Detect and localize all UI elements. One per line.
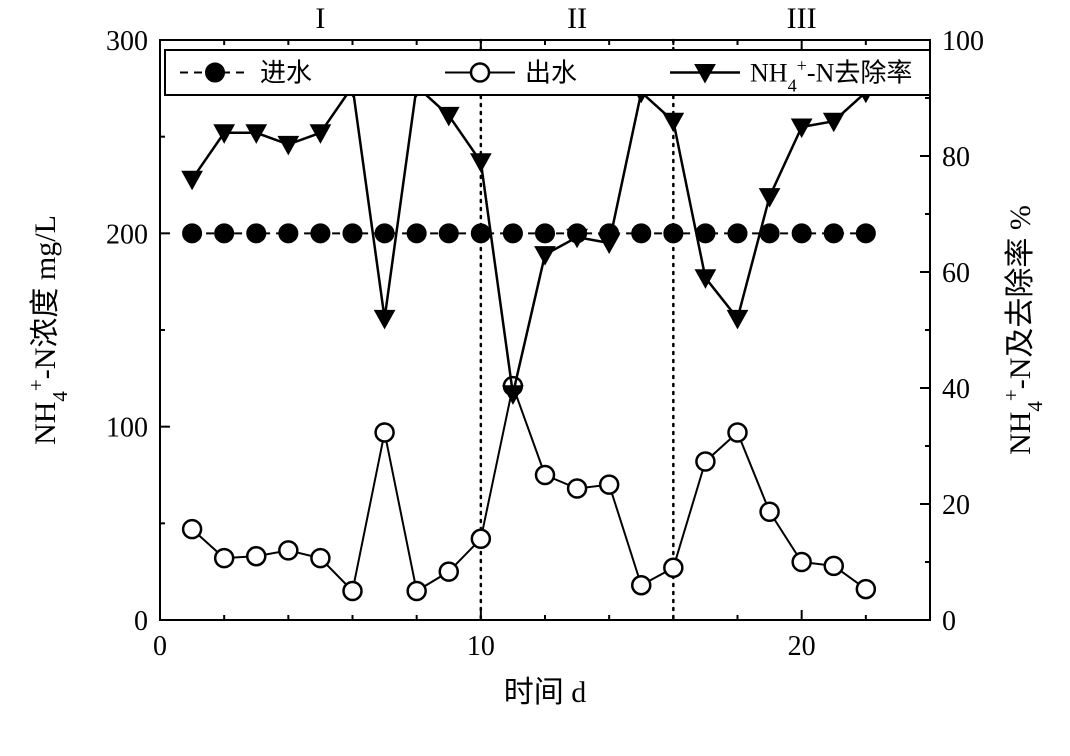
svg-text:II: II [567, 2, 587, 35]
svg-text:10: 10 [467, 631, 495, 662]
nh4-removal-chart: 01020时间 d0100200300NH4+-N浓度 mg/L02040608… [0, 0, 1070, 756]
svg-text:60: 60 [942, 258, 970, 289]
svg-text:100: 100 [942, 26, 984, 57]
svg-text:80: 80 [942, 142, 970, 173]
svg-text:40: 40 [942, 374, 970, 405]
svg-text:20: 20 [788, 631, 816, 662]
svg-text:0: 0 [942, 606, 956, 637]
svg-text:I: I [315, 2, 325, 35]
svg-text:0: 0 [153, 631, 167, 662]
chart-container: 01020时间 d0100200300NH4+-N浓度 mg/L02040608… [0, 0, 1070, 756]
svg-text:200: 200 [106, 219, 148, 250]
svg-text:20: 20 [942, 490, 970, 521]
svg-text:100: 100 [106, 413, 148, 444]
svg-text:进水: 进水 [260, 59, 312, 88]
svg-text:出水: 出水 [525, 59, 577, 88]
svg-text:时间 d: 时间 d [504, 676, 587, 709]
svg-text:0: 0 [134, 606, 148, 637]
svg-text:300: 300 [106, 26, 148, 57]
svg-text:III: III [787, 2, 817, 35]
